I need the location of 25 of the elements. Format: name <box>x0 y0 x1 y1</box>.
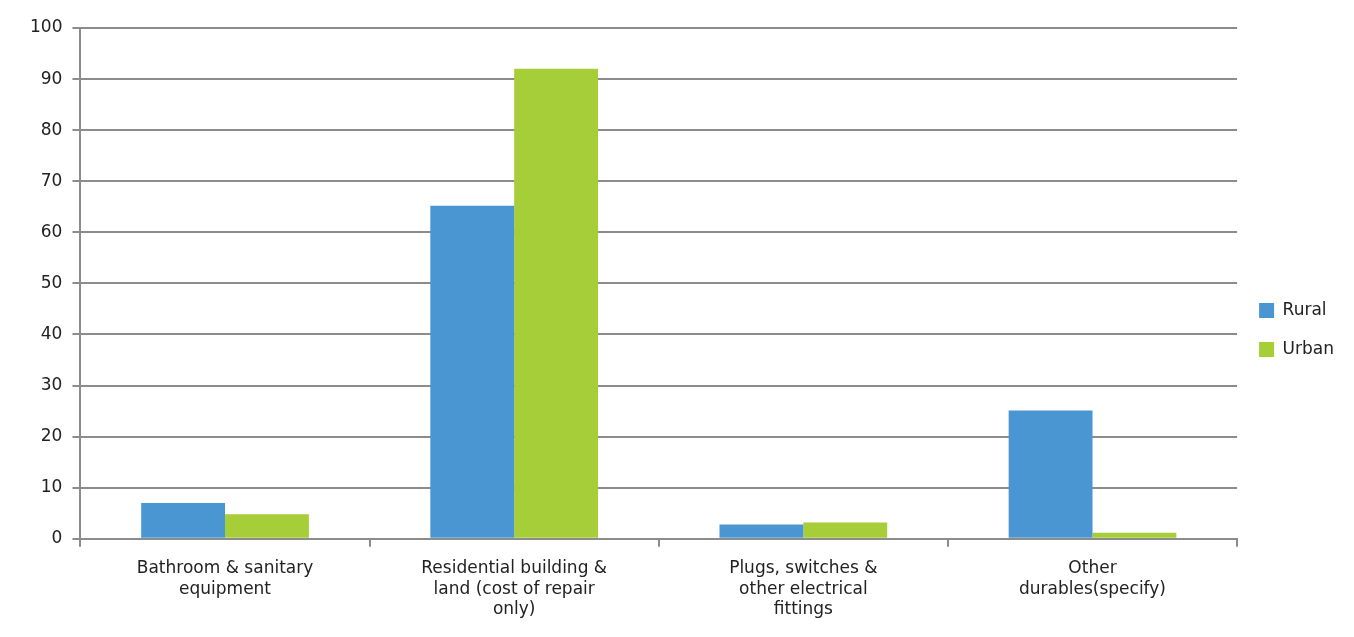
y-tick-label: 40 <box>40 322 63 343</box>
y-tick-label: 90 <box>40 67 63 88</box>
x-tick-label: Residential building & land (cost of repair only) <box>421 557 608 619</box>
bar <box>719 524 804 538</box>
bar <box>1092 532 1177 538</box>
y-tick-label: 30 <box>40 373 63 394</box>
bar <box>430 205 515 538</box>
bar <box>803 522 888 538</box>
bar <box>514 68 599 538</box>
y-tick-label: 100 <box>29 16 63 37</box>
y-tick-label: 0 <box>51 527 63 548</box>
y-tick-label: 50 <box>40 271 63 292</box>
y-tick-label: 80 <box>40 118 63 139</box>
y-tick-label: 20 <box>40 425 63 446</box>
x-tick-label: Other durables(specify) <box>1019 557 1167 598</box>
bar <box>1008 410 1093 538</box>
bar <box>225 514 309 538</box>
x-tick-label: Plugs, switches & other electrical fittings <box>729 557 878 619</box>
y-tick-label: 60 <box>40 220 63 241</box>
bar <box>141 503 226 538</box>
y-tick-label: 10 <box>40 476 63 497</box>
y-tick-label: 70 <box>40 169 63 190</box>
legend-label: Rural <box>1282 298 1327 319</box>
legend-label: Urban <box>1282 337 1335 358</box>
x-tick-label: Bathroom & sanitary equipment <box>136 557 314 598</box>
